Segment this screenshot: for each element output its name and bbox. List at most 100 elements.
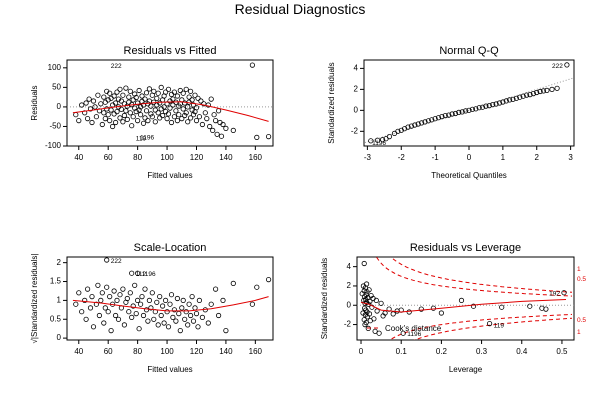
smooth-line — [360, 299, 567, 313]
data-point — [146, 297, 152, 303]
data-point — [208, 301, 214, 307]
data-point — [87, 106, 94, 112]
x-tick-label: 80 — [133, 347, 142, 356]
data-point — [218, 133, 225, 139]
data-point — [220, 297, 226, 303]
data-point — [180, 90, 186, 96]
page-title: Residual Diagnostics — [234, 1, 366, 17]
data-point — [230, 280, 236, 286]
data-point — [168, 292, 175, 298]
data-point — [171, 89, 177, 95]
data-point — [449, 111, 455, 117]
data-point — [418, 120, 425, 126]
data-point — [133, 109, 139, 115]
data-point — [540, 88, 547, 94]
data-point — [534, 89, 540, 96]
data-point — [163, 297, 169, 303]
data-point — [102, 305, 108, 311]
data-point — [196, 297, 202, 303]
data-point — [174, 118, 180, 124]
x-tick-label: 0 — [359, 347, 364, 356]
data-point — [523, 92, 530, 98]
data-point — [85, 116, 91, 122]
data-point — [432, 116, 438, 122]
data-point — [102, 116, 108, 122]
y-tick-label: 2 — [354, 84, 359, 93]
x-tick-label: 3 — [568, 153, 573, 162]
panel-title: Scale-Location — [134, 242, 207, 254]
data-point — [177, 87, 183, 94]
data-point — [192, 92, 198, 98]
data-point — [408, 123, 414, 129]
y-tick-label: -2 — [351, 126, 359, 135]
data-point — [120, 92, 126, 98]
data-point — [395, 128, 401, 134]
data-point — [543, 306, 549, 312]
data-point — [130, 97, 136, 103]
data-point — [513, 95, 520, 101]
data-point — [130, 114, 136, 120]
data-point — [190, 112, 197, 118]
data-point — [182, 100, 188, 106]
data-point — [386, 134, 392, 140]
data-point — [564, 62, 570, 68]
data-point — [101, 94, 107, 100]
data-point — [104, 257, 110, 263]
data-point — [79, 309, 85, 315]
data-point — [129, 314, 135, 320]
data-point — [517, 94, 523, 100]
x-tick-label: 100 — [160, 347, 174, 356]
data-point — [208, 96, 214, 102]
data-point — [92, 104, 98, 110]
data-point — [170, 96, 176, 102]
point-annotation: 192 — [549, 291, 560, 298]
contour-label: 0.5 — [577, 317, 586, 324]
data-point — [168, 91, 175, 98]
data-point — [145, 118, 151, 124]
data-point — [146, 86, 152, 92]
data-point — [108, 327, 114, 334]
data-point — [499, 304, 505, 310]
data-point — [76, 290, 82, 296]
y-tick-label: 4 — [354, 63, 359, 72]
y-tick-label: 0 — [347, 300, 352, 309]
data-point — [136, 87, 142, 94]
data-point — [192, 305, 198, 311]
chart-panel-3: Residuals vs Leverage 0 0.1 0.2 0.3 0.4 0.5 -2 0… — [320, 242, 586, 374]
data-point — [195, 95, 201, 101]
chart-panel-2: Scale-Location 40 60 80 100 120 140 160 0 0.5 1 1.5… — [30, 242, 274, 374]
data-point — [90, 98, 97, 104]
data-point — [249, 62, 255, 68]
data-point — [165, 111, 172, 117]
cooks-distance-contour — [390, 257, 573, 293]
data-point — [129, 123, 135, 129]
data-point — [390, 311, 396, 317]
data-point — [527, 303, 533, 309]
data-point — [479, 104, 486, 110]
data-point — [140, 120, 147, 126]
data-point — [117, 115, 123, 121]
data-point — [430, 305, 436, 311]
data-point — [105, 0, 109, 2]
plot-area — [67, 0, 273, 140]
data-point — [230, 127, 236, 133]
data-point — [265, 134, 272, 140]
data-point — [161, 104, 167, 110]
data-point — [459, 109, 465, 115]
data-point — [456, 109, 462, 116]
data-point — [96, 312, 103, 319]
x-tick-label: 120 — [190, 153, 204, 162]
data-point — [265, 276, 272, 283]
data-point — [442, 113, 448, 119]
data-point — [429, 117, 435, 123]
data-point — [214, 131, 220, 137]
data-point — [98, 101, 104, 107]
data-point — [180, 106, 186, 112]
data-point — [483, 103, 489, 109]
y-tick-label: -100 — [45, 141, 62, 150]
smooth-line — [72, 296, 269, 312]
data-point — [254, 284, 260, 290]
data-point — [164, 309, 170, 315]
data-point — [452, 110, 459, 117]
data-point — [135, 270, 141, 276]
